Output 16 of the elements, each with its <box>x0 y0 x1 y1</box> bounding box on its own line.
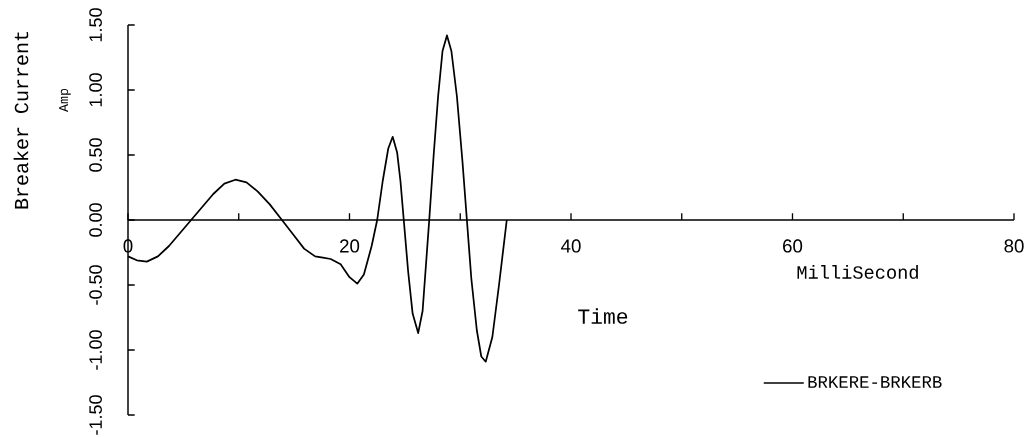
text: Amp <box>59 88 71 112</box>
x-tick-label: 20 <box>340 239 360 253</box>
y-tick-label: 0.00 <box>89 203 102 237</box>
legend-label: BRKERE-BRKERB <box>808 376 942 388</box>
y-tick-label: 1.00 <box>89 73 102 107</box>
y-tick-label: -1.50 <box>89 395 102 435</box>
x-tick-label: 40 <box>561 239 581 253</box>
y-tick-label: 0.50 <box>89 138 102 172</box>
y-axis-title: Breaker Current <box>13 32 29 209</box>
x-tick-label: 80 <box>1004 239 1024 253</box>
x-tick-label: 60 <box>783 239 803 253</box>
y-tick-label: -0.50 <box>89 265 102 305</box>
y-tick-label: -1.00 <box>89 330 102 370</box>
y-tick-label: 1.50 <box>89 8 102 42</box>
x-axis-title: Time <box>578 308 628 324</box>
annotation: MilliSecond <box>797 265 918 279</box>
